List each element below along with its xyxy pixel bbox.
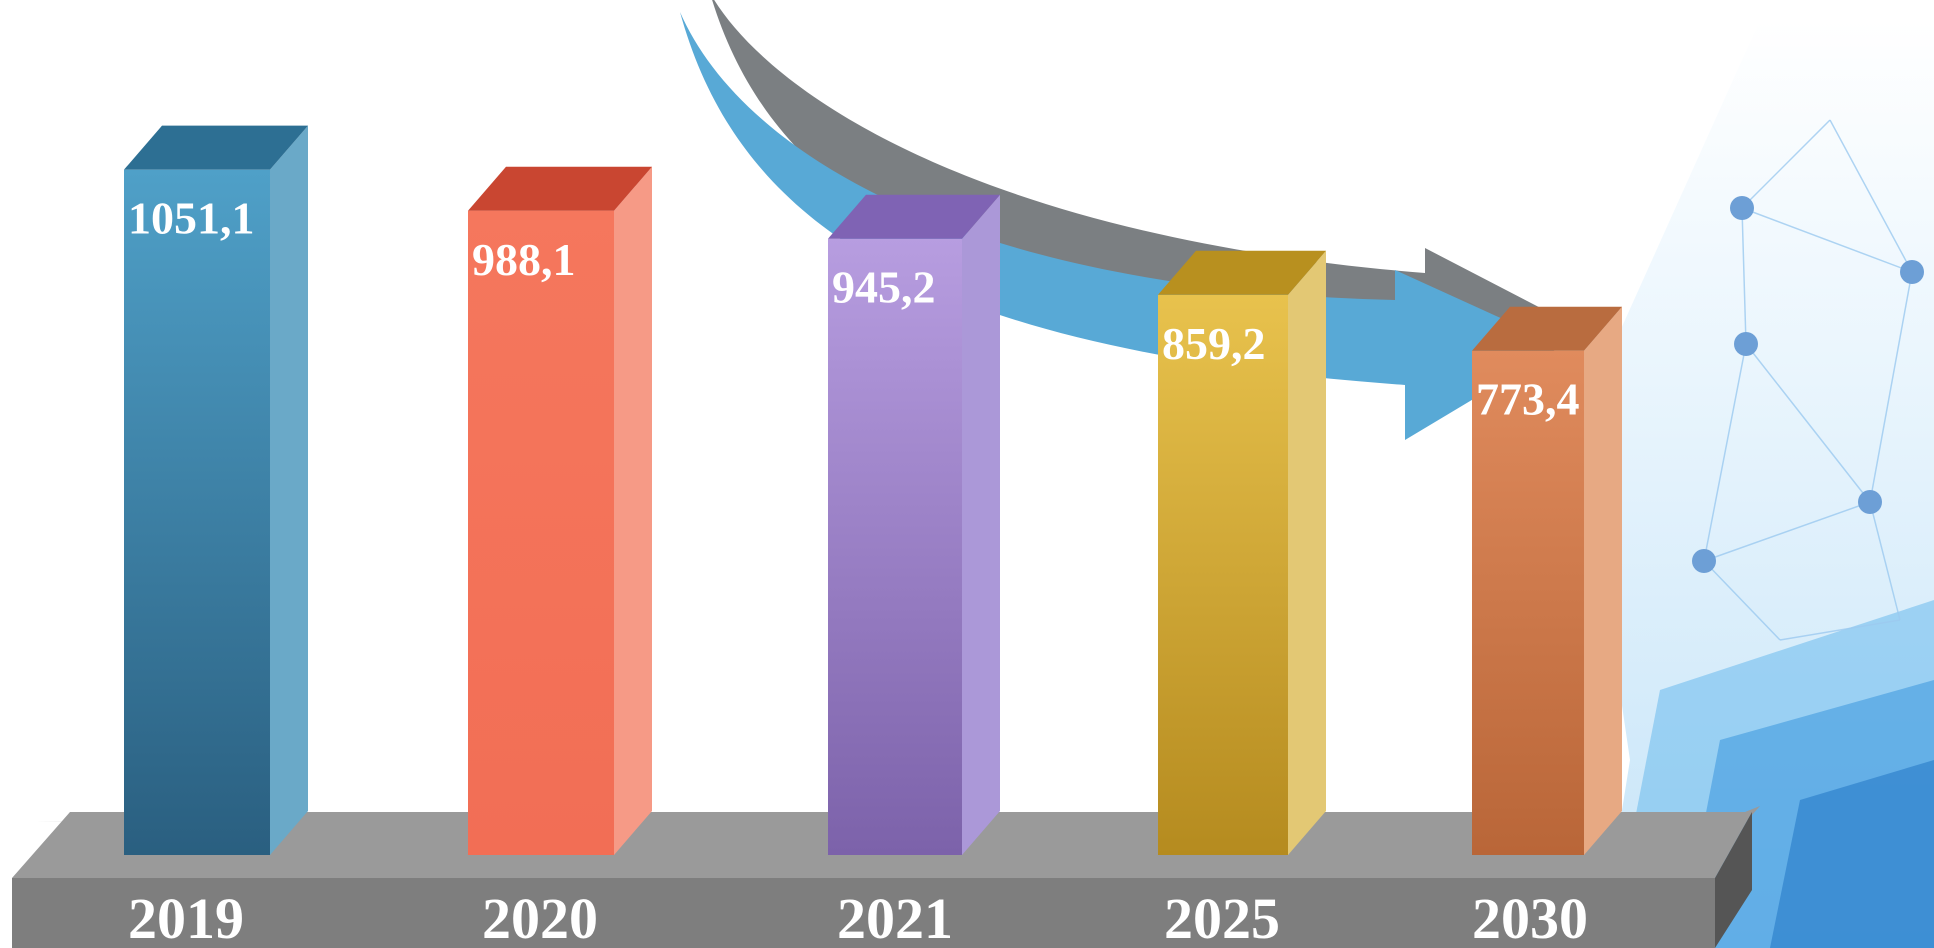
network-link bbox=[1779, 619, 1901, 641]
network-link bbox=[1741, 207, 1913, 273]
network-link bbox=[1703, 560, 1781, 641]
bar-front bbox=[1472, 350, 1584, 855]
network-band bbox=[1770, 760, 1934, 948]
bar-side bbox=[614, 166, 652, 856]
network-link bbox=[1829, 119, 1913, 273]
bar-value-label: 859,2 bbox=[1162, 318, 1266, 369]
network-link bbox=[1741, 119, 1831, 209]
bar-top bbox=[1158, 250, 1326, 295]
network-link bbox=[1869, 271, 1913, 503]
bar-value-label: 988,1 bbox=[472, 234, 576, 285]
bar-2019 bbox=[124, 125, 308, 855]
network-node bbox=[1734, 332, 1758, 356]
category-label: 2025 bbox=[1164, 886, 1280, 948]
network-link bbox=[1745, 343, 1871, 503]
bar-top bbox=[828, 194, 1000, 239]
bar-side bbox=[1584, 306, 1622, 856]
bar-value-label: 945,2 bbox=[832, 262, 936, 313]
network-link bbox=[1869, 501, 1901, 621]
category-label: 2019 bbox=[128, 886, 244, 948]
network-link bbox=[1741, 207, 1747, 345]
network-node bbox=[1730, 196, 1754, 220]
bar-2021 bbox=[828, 194, 1000, 855]
bar-side bbox=[270, 125, 308, 855]
network-link bbox=[1703, 343, 1747, 562]
bar-2030 bbox=[1472, 306, 1622, 856]
bar-front bbox=[1158, 294, 1288, 855]
bar-top bbox=[468, 166, 652, 211]
arrow-body bbox=[680, 12, 1562, 440]
platform-side bbox=[1715, 812, 1752, 948]
bar-2020 bbox=[468, 166, 652, 856]
bar-value-label: 1051,1 bbox=[128, 193, 255, 244]
bar-side bbox=[1288, 250, 1326, 855]
bar-front bbox=[124, 169, 270, 855]
trend-arrow bbox=[680, 0, 1585, 440]
labels: 1051,1 2019 988,1 2020 945,2 2021 859,2 2025 773… bbox=[128, 193, 1588, 948]
bar-front bbox=[468, 210, 614, 856]
bar-2025 bbox=[1158, 250, 1326, 855]
bars bbox=[124, 125, 1622, 856]
category-label: 2021 bbox=[837, 886, 953, 948]
category-label: 2030 bbox=[1472, 886, 1588, 948]
network-node bbox=[1900, 260, 1924, 284]
network-node bbox=[1858, 490, 1882, 514]
bar-front bbox=[828, 238, 962, 855]
bar-top bbox=[124, 125, 308, 170]
bar-top bbox=[1472, 306, 1622, 351]
platform-front bbox=[12, 878, 1715, 948]
bar-value-label: 773,4 bbox=[1476, 374, 1580, 425]
network-node bbox=[1692, 549, 1716, 573]
network-link bbox=[1703, 501, 1871, 562]
category-label: 2020 bbox=[482, 886, 598, 948]
bar-side bbox=[962, 194, 1000, 855]
